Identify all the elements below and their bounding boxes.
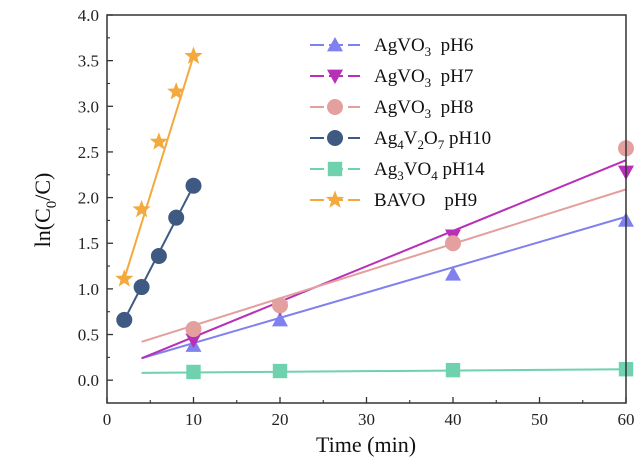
legend-label: BAVO pH9	[374, 190, 477, 211]
data-point	[272, 363, 288, 379]
x-tick-label: 60	[618, 410, 635, 429]
tick-labels: 0 10 20 30 40 50 60 0.0 0.5 1.0 1.5 2.0 2.5 3.0 3.5 4.0	[78, 6, 635, 429]
legend-label: AgVO3 pH7	[374, 66, 473, 90]
legend-label: AgVO3 pH8	[374, 97, 473, 121]
x-axis-label: Time (min)	[316, 432, 416, 457]
data-point	[132, 199, 151, 218]
y-tick-label: 0.0	[78, 371, 99, 390]
data-point	[185, 333, 202, 349]
data-point	[184, 46, 203, 64]
legend-marker	[325, 190, 345, 208]
x-tick-label: 50	[531, 410, 548, 429]
data-point	[272, 311, 288, 327]
x-tick-label: 40	[445, 410, 462, 429]
y-tick-label: 3.5	[78, 52, 99, 71]
y-tick-label: 3.0	[78, 97, 99, 116]
legend-label: Ag4V2O7 pH10	[374, 128, 491, 152]
fit-line	[141, 368, 627, 374]
data-markers	[115, 46, 634, 380]
data-point	[150, 248, 167, 265]
data-point	[186, 364, 201, 380]
data-point	[445, 235, 461, 252]
fit-line	[141, 159, 627, 360]
x-tick-label: 30	[358, 410, 375, 429]
legend-marker	[327, 161, 343, 177]
fit-line	[141, 188, 627, 343]
y-axis-label: ln(C0/C)	[30, 173, 60, 248]
x-tick-label: 20	[272, 410, 289, 429]
y-tick-label: 1.5	[78, 234, 99, 253]
data-point	[149, 132, 169, 150]
data-point	[116, 311, 133, 328]
fit-line	[141, 215, 627, 360]
y-tick-label: 4.0	[78, 6, 99, 25]
data-point	[445, 362, 461, 378]
data-point	[115, 269, 134, 287]
data-point	[167, 82, 186, 100]
data-point	[133, 279, 150, 296]
fit-line	[123, 55, 195, 280]
data-point	[168, 209, 185, 226]
legend-marker	[327, 130, 343, 146]
data-point	[272, 297, 288, 314]
data-point	[185, 321, 202, 338]
y-tick-label: 2.5	[78, 143, 99, 162]
x-tick-label: 10	[185, 410, 202, 429]
data-point	[445, 266, 461, 281]
legend-label: Ag3VO4 pH14	[374, 159, 485, 183]
legend-marker	[327, 37, 343, 52]
plot-frame	[106, 14, 627, 404]
legend-marker	[327, 99, 343, 115]
legend-marker	[327, 69, 343, 84]
y-tick-label: 1.0	[78, 280, 99, 299]
y-tick-label: 2.0	[78, 189, 99, 208]
data-point	[185, 177, 202, 194]
y-tick-label: 0.5	[78, 326, 99, 345]
legend: AgVO3 pH6 AgVO3 pH7 AgVO3 pH8 Ag4V2O7 pH10 A…	[310, 35, 491, 211]
x-tick-label: 0	[103, 410, 112, 429]
legend-label: AgVO3 pH6	[374, 35, 473, 59]
